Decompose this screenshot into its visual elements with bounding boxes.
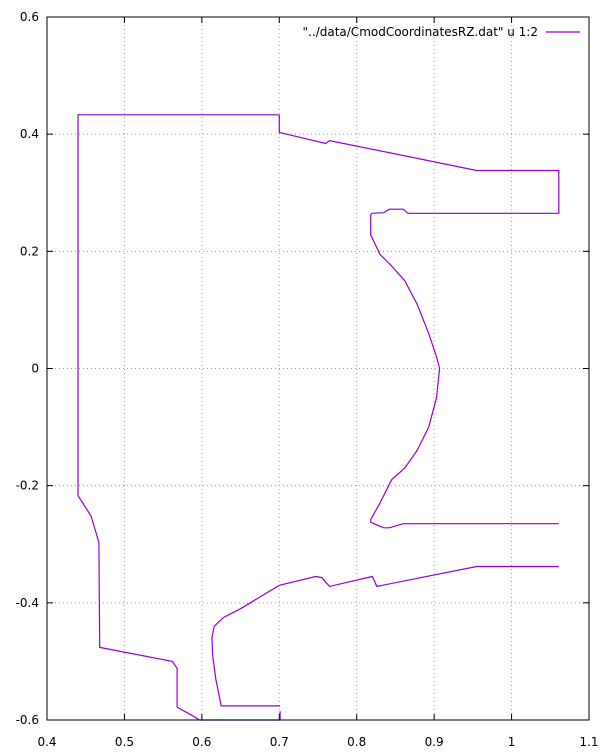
series-line xyxy=(77,114,281,721)
y-tick-label: -0.6 xyxy=(16,713,39,727)
y-tick-label: 0.4 xyxy=(20,127,39,141)
x-tick-label: 1.1 xyxy=(579,735,598,749)
series-layer xyxy=(77,114,560,721)
x-tick-label: 0.8 xyxy=(347,735,366,749)
y-tick-label: 0.6 xyxy=(20,10,39,24)
plot-frame xyxy=(46,16,590,721)
x-tick-label: 0.4 xyxy=(37,735,56,749)
legend-label: "../data/CmodCoordinatesRZ.dat" u 1:2 xyxy=(303,25,538,39)
grid-lines xyxy=(47,17,589,720)
y-tick-label: -0.4 xyxy=(16,596,39,610)
y-tick-label: 0 xyxy=(31,362,39,376)
x-tick-label: 0.7 xyxy=(270,735,289,749)
y-tick-label: -0.2 xyxy=(16,479,39,493)
tick-labels: 0.4 0.5 0.6 0.7 0.8 0.9 1 1.1 -0.6 -0.4 -0.2 0 0.2 0.… xyxy=(16,10,599,749)
x-tick-label: 1 xyxy=(508,735,516,749)
x-tick-label: 0.5 xyxy=(115,735,134,749)
x-tick-label: 0.9 xyxy=(425,735,444,749)
series-line xyxy=(278,114,560,529)
series-line xyxy=(211,565,559,707)
x-tick-label: 0.6 xyxy=(192,735,211,749)
legend: "../data/CmodCoordinatesRZ.dat" u 1:2 xyxy=(303,25,580,39)
y-tick-label: 0.2 xyxy=(20,244,39,258)
